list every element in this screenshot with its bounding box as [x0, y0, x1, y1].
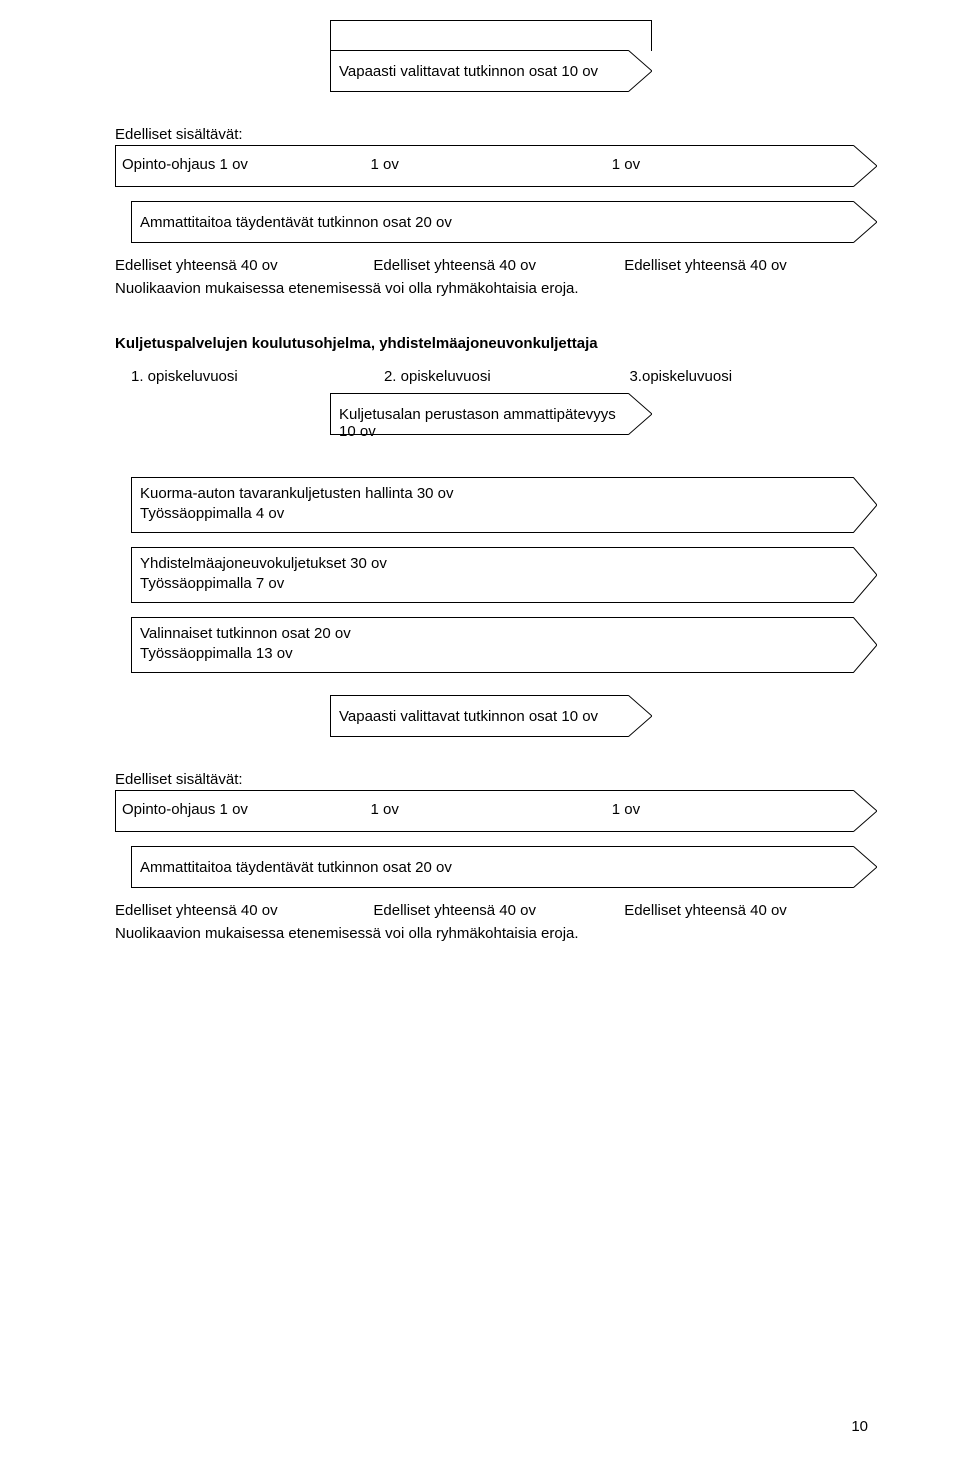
opinto-c1: Opinto-ohjaus 1 ov: [116, 156, 371, 173]
years-row: 1. opiskeluvuosi 2. opiskeluvuosi 3.opis…: [131, 368, 875, 385]
arrow-line-2: Työssäoppimalla 7 ov: [140, 574, 845, 594]
arrow-tip: [853, 201, 877, 243]
arrow-body: Yhdistelmäajoneuvokuljetukset 30 ov Työs…: [131, 547, 853, 603]
year-3: 3.opiskeluvuosi: [629, 368, 875, 385]
arrow-line-1: Kuorma-auton tavarankuljetusten hallinta…: [140, 484, 845, 504]
arrow-text: Vapaasti valittavat tutkinnon osat 10 ov: [339, 61, 598, 80]
opinto-c3: 1 ov: [612, 156, 853, 173]
arrow-yhdistelma: Yhdistelmäajoneuvokuljetukset 30 ov Työs…: [131, 547, 875, 603]
yhteensa-c2: Edelliset yhteensä 40 ov: [373, 257, 624, 274]
arrow-body: Vapaasti valittavat tutkinnon osat 10 ov: [330, 695, 628, 737]
yhteensa-row-2: Edelliset yhteensä 40 ov Edelliset yhtee…: [115, 902, 875, 919]
year-2: 2. opiskeluvuosi: [384, 368, 630, 385]
yhteensa-c1: Edelliset yhteensä 40 ov: [115, 902, 373, 919]
arrow-free-options-1: Vapaasti valittavat tutkinnon osat 10 ov: [330, 50, 650, 92]
arrow-line-1: Valinnaiset tutkinnon osat 20 ov: [140, 624, 845, 644]
section-heading: Kuljetuspalvelujen koulutusohjelma, yhdi…: [115, 335, 875, 352]
arrow-ammatti-1: Ammattitaitoa täydentävät tutkinnon osat…: [131, 201, 875, 243]
arrow-text: Ammattitaitoa täydentävät tutkinnon osat…: [140, 857, 452, 876]
arrow-tip: [853, 790, 877, 832]
arrow-tip: [853, 846, 877, 888]
arrow-body: Kuljetusalan perustason ammattipätevyys …: [330, 393, 628, 435]
edelliset-sisaltavat-1: Edelliset sisältävät:: [115, 126, 875, 143]
arrow-body: Vapaasti valittavat tutkinnon osat 10 ov: [330, 50, 628, 92]
arrow-tip: [853, 547, 877, 603]
opinto-c2: 1 ov: [371, 801, 612, 818]
opinto-c2: 1 ov: [371, 156, 612, 173]
arrow-tip: [628, 393, 652, 435]
arrow-body: Ammattitaitoa täydentävät tutkinnon osat…: [131, 201, 853, 243]
partial-cell-border: [330, 20, 652, 51]
year-1: 1. opiskeluvuosi: [131, 368, 384, 385]
page-number: 10: [851, 1418, 868, 1435]
arrow-valinnaiset: Valinnaiset tutkinnon osat 20 ov Työssäo…: [131, 617, 875, 673]
block1-top-cell-container: [115, 20, 875, 50]
opinto-c1: Opinto-ohjaus 1 ov: [116, 801, 371, 818]
arrow-tip: [853, 617, 877, 673]
page: Vapaasti valittavat tutkinnon osat 10 ov…: [0, 0, 960, 1477]
arrow-body: Kuorma-auton tavarankuljetusten hallinta…: [131, 477, 853, 533]
nuolikaavio-note-1: Nuolikaavion mukaisessa etenemisessä voi…: [115, 280, 875, 297]
arrow-body: Opinto-ohjaus 1 ov 1 ov 1 ov: [115, 790, 853, 832]
yhteensa-row-1: Edelliset yhteensä 40 ov Edelliset yhtee…: [115, 257, 875, 274]
arrow-tip: [628, 695, 652, 737]
arrow-body: Valinnaiset tutkinnon osat 20 ov Työssäo…: [131, 617, 853, 673]
arrow-line-2: Työssäoppimalla 13 ov: [140, 644, 845, 664]
arrow-tip: [853, 145, 877, 187]
arrow-opinto-1: Opinto-ohjaus 1 ov 1 ov 1 ov: [115, 145, 875, 187]
yhteensa-c2: Edelliset yhteensä 40 ov: [373, 902, 624, 919]
arrow-opinto-2: Opinto-ohjaus 1 ov 1 ov 1 ov: [115, 790, 875, 832]
nuolikaavio-note-2: Nuolikaavion mukaisessa etenemisessä voi…: [115, 925, 875, 942]
edelliset-sisaltavat-2: Edelliset sisältävät:: [115, 771, 875, 788]
arrow-line-2: Työssäoppimalla 4 ov: [140, 504, 845, 524]
arrow-tip: [853, 477, 877, 533]
arrow-line-1: Yhdistelmäajoneuvokuljetukset 30 ov: [140, 554, 845, 574]
arrow-kuorma: Kuorma-auton tavarankuljetusten hallinta…: [131, 477, 875, 533]
arrow-body: Ammattitaitoa täydentävät tutkinnon osat…: [131, 846, 853, 888]
arrow-text: Vapaasti valittavat tutkinnon osat 10 ov: [339, 706, 598, 725]
arrow-free-options-2: Vapaasti valittavat tutkinnon osat 10 ov: [330, 695, 650, 737]
content-area: Vapaasti valittavat tutkinnon osat 10 ov…: [0, 0, 960, 964]
arrow-text: Ammattitaitoa täydentävät tutkinnon osat…: [140, 212, 452, 231]
yhteensa-c3: Edelliset yhteensä 40 ov: [624, 257, 875, 274]
arrow-ammatti-2: Ammattitaitoa täydentävät tutkinnon osat…: [131, 846, 875, 888]
arrow-tip: [628, 50, 652, 92]
arrow-text: Kuljetusalan perustason ammattipätevyys …: [339, 404, 620, 440]
arrow-body: Opinto-ohjaus 1 ov 1 ov 1 ov: [115, 145, 853, 187]
arrow-kuljetusala: Kuljetusalan perustason ammattipätevyys …: [330, 393, 650, 435]
yhteensa-c1: Edelliset yhteensä 40 ov: [115, 257, 373, 274]
yhteensa-c3: Edelliset yhteensä 40 ov: [624, 902, 875, 919]
opinto-c3: 1 ov: [612, 801, 853, 818]
